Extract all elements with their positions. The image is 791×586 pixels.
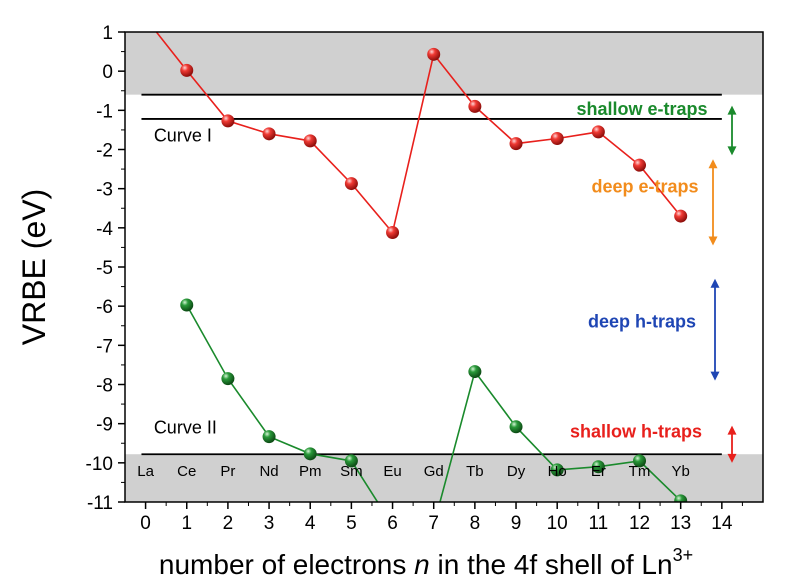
series-2-point-1	[180, 298, 194, 312]
element-label-Dy: Dy	[507, 463, 526, 480]
series-1-point-6	[386, 226, 400, 240]
x-tick-label-0: 0	[140, 513, 151, 534]
annotation-label-1: shallow e-traps	[576, 99, 707, 119]
x-tick-label-10: 10	[547, 513, 568, 534]
x-tick-label-5: 5	[346, 513, 357, 534]
x-axis-label: number of electrons n in the 4f shell of…	[159, 545, 693, 580]
curve-label-2: Curve II	[154, 417, 217, 437]
series-1-point-2	[221, 114, 235, 128]
series-2-point-10	[550, 463, 564, 477]
y-axis-label: VRBE (eV)	[16, 189, 52, 345]
x-tick-label-3: 3	[264, 513, 275, 534]
element-label-Sm: Sm	[340, 463, 363, 480]
y-tick-label-2: -1	[96, 101, 113, 122]
y-tick-label-8: -7	[96, 336, 113, 357]
x-axis-label-part-1: number of electrons	[159, 549, 414, 580]
y-tick-label-6: -5	[96, 258, 113, 279]
series-1-point-9	[509, 137, 523, 151]
annotation-label-2: deep e-traps	[591, 177, 698, 197]
annotation-arrow-head-down-4	[727, 453, 737, 463]
shaded-band-1	[125, 32, 763, 95]
annotation-arrow-head-up-3	[710, 278, 720, 288]
y-tick-label-7: -6	[96, 297, 113, 318]
series-2-point-12	[633, 454, 647, 468]
series-2-point-5	[344, 454, 358, 468]
element-label-Tb: Tb	[466, 463, 484, 480]
series-1-point-1	[180, 63, 194, 77]
element-label-Ce: Ce	[177, 463, 196, 480]
series-2-point-11	[591, 460, 605, 474]
y-tick-label-11: -10	[86, 454, 113, 475]
annotation-label-3: deep h-traps	[588, 312, 696, 332]
x-tick-label-11: 11	[588, 513, 608, 534]
x-tick-label-1: 1	[181, 513, 192, 534]
series-1-point-4	[303, 134, 317, 148]
series-1-point-7	[427, 47, 441, 61]
series-line-1	[155, 32, 682, 235]
y-tick-label-3: -2	[96, 141, 113, 162]
x-axis-label-sup: 3+	[673, 545, 694, 565]
annotation-arrow-head-down-2	[708, 236, 718, 246]
series-2-point-4	[303, 447, 317, 461]
series-1-point-3	[262, 127, 276, 141]
x-tick-label-8: 8	[470, 513, 481, 534]
x-tick-label-14: 14	[711, 513, 733, 534]
y-tick-label-1: 0	[102, 62, 113, 83]
x-axis-label-part-2: in the 4f shell of Ln	[430, 549, 673, 580]
series-1-point-11	[591, 125, 605, 139]
x-axis-label-italic: n	[414, 549, 430, 580]
y-tick-label-5: -4	[96, 219, 113, 240]
y-tick-label-9: -8	[96, 376, 113, 397]
element-label-Pm: Pm	[299, 463, 322, 480]
curve-label-1: Curve I	[154, 126, 212, 146]
element-label-Nd: Nd	[259, 463, 278, 480]
series-1-point-12	[633, 158, 647, 172]
x-tick-label-2: 2	[223, 513, 234, 534]
y-tick-label-10: -9	[96, 415, 113, 436]
series-2-point-13	[674, 494, 688, 502]
series-1-point-13	[674, 209, 688, 223]
annotation-arrow-head-up-2	[708, 159, 718, 169]
annotation-arrow-head-down-3	[710, 371, 720, 381]
y-tick-label-4: -3	[96, 180, 113, 201]
annotation-label-4: shallow h-traps	[570, 421, 702, 441]
element-label-Pr: Pr	[220, 463, 235, 480]
x-tick-label-4: 4	[305, 513, 316, 534]
element-label-La: La	[137, 463, 154, 480]
element-label-Er: Er	[591, 463, 606, 480]
element-label-Ho: Ho	[548, 463, 567, 480]
series-1-point-10	[550, 132, 564, 146]
x-tick-label-7: 7	[428, 513, 439, 534]
x-tick-label-13: 13	[670, 513, 691, 534]
x-tick-label-6: 6	[387, 513, 398, 534]
element-label-Gd: Gd	[424, 463, 444, 480]
y-tick-label-0: 1	[102, 23, 113, 44]
annotation-arrow-head-down-1	[727, 146, 737, 156]
series-1-point-5	[344, 177, 358, 191]
element-label-Eu: Eu	[383, 463, 401, 480]
annotation-arrow-head-up-1	[727, 105, 737, 115]
element-label-Tm: Tm	[629, 463, 651, 480]
element-label-Yb: Yb	[671, 463, 689, 480]
x-tick-label-12: 12	[629, 513, 650, 534]
series-2-point-9	[509, 420, 523, 434]
series-2-point-8	[468, 365, 482, 379]
series-2-point-2	[221, 372, 235, 386]
y-tick-label-12: -11	[87, 493, 113, 514]
annotation-arrow-head-up-4	[727, 425, 737, 435]
series-1-point-8	[468, 99, 482, 113]
x-tick-label-9: 9	[511, 513, 522, 534]
series-2-point-3	[262, 430, 276, 444]
